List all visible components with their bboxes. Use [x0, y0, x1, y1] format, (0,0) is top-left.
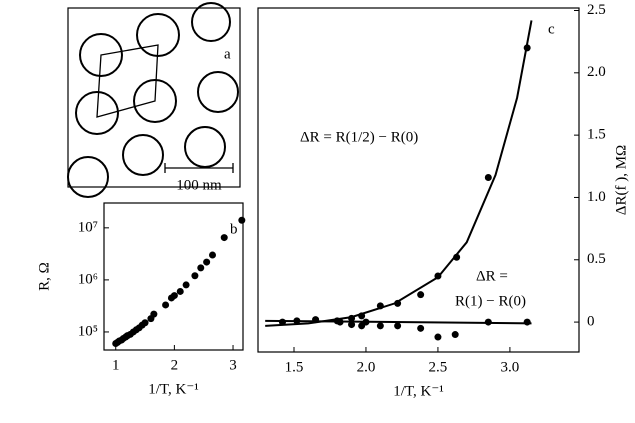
y-axis-label: ΔR(f ), MΩ: [613, 145, 629, 215]
y-axis-label: R, Ω: [36, 262, 52, 291]
data-point: [523, 318, 531, 326]
data-point: [197, 264, 205, 272]
data-point: [238, 216, 246, 224]
annotation: R(1) − R(0): [455, 293, 526, 309]
data-point: [417, 291, 425, 299]
annotation: ΔR =: [476, 268, 508, 284]
scale-bar-label: 100 nm: [176, 177, 222, 193]
x-axis-label: 1/T, K⁻¹: [148, 381, 198, 397]
panel-label: c: [548, 21, 555, 37]
unit-cell: [96, 44, 159, 118]
data-point: [220, 234, 228, 242]
y-tick-label: 2.5: [587, 2, 606, 18]
scale-bar: [164, 163, 234, 173]
x-tick-label: 1: [112, 357, 120, 373]
pore: [133, 79, 177, 123]
x-tick-label: 3.0: [501, 359, 520, 375]
x-axis-label: 1/T, K⁻¹: [393, 383, 443, 399]
plot-frame: [257, 7, 580, 353]
data-point: [182, 281, 190, 289]
x-tick-label: 2.0: [357, 359, 376, 375]
pore: [122, 134, 164, 176]
data-point: [141, 319, 149, 327]
pore: [184, 126, 226, 168]
x-tick-label: 1.5: [285, 359, 304, 375]
data-point: [176, 287, 184, 295]
y-tick-label: 10⁷: [78, 219, 98, 235]
panel-label: b: [230, 221, 238, 237]
pore: [79, 33, 123, 77]
y-tick-label: 2.0: [587, 64, 606, 80]
data-point: [209, 251, 217, 259]
pore: [197, 71, 239, 113]
data-point: [162, 301, 170, 309]
data-point: [191, 272, 199, 280]
data-point: [203, 258, 211, 266]
data-point: [394, 322, 402, 330]
x-tick-label: 3: [229, 357, 237, 373]
data-point: [484, 174, 492, 182]
data-point: [434, 333, 442, 341]
data-point: [170, 292, 178, 300]
x-tick-label: 2: [171, 357, 179, 373]
pore: [191, 2, 231, 42]
x-tick-label: 2.5: [429, 359, 448, 375]
pore: [75, 91, 119, 135]
y-tick-label: 1.5: [587, 127, 606, 143]
y-tick-label: 10⁵: [78, 323, 98, 339]
y-tick-label: 10⁶: [78, 271, 98, 287]
data-point: [451, 331, 459, 339]
panel-label: a: [224, 46, 231, 62]
plot-frame: [103, 202, 244, 351]
data-point: [348, 321, 356, 329]
data-point: [417, 324, 425, 332]
frame: [67, 7, 241, 188]
data-point: [150, 310, 158, 318]
fit-line: [265, 319, 532, 325]
y-tick-label: 0.5: [587, 251, 606, 267]
pore: [67, 156, 109, 198]
y-tick-label: 1.0: [587, 189, 606, 205]
y-tick-label: 0: [587, 314, 595, 330]
data-point: [376, 322, 384, 330]
panel-a: [67, 2, 241, 198]
annotation: ΔR = R(1/2) − R(0): [300, 129, 418, 145]
